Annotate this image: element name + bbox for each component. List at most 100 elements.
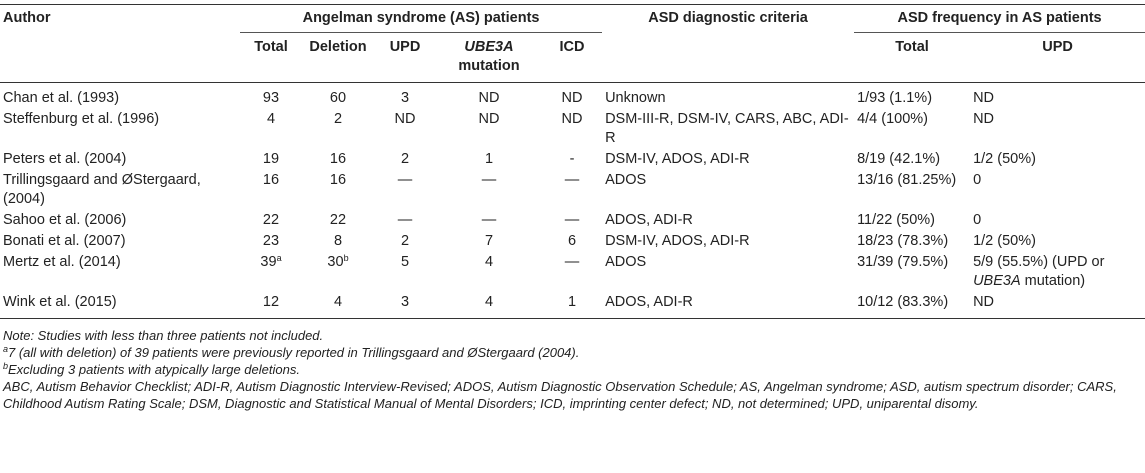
cell-upd: — [374, 210, 436, 231]
cell-criteria-text: ADOS [605, 172, 647, 188]
cell-author: Trillingsgaard and ØStergaard, (2004) [0, 170, 240, 210]
note-b-mark: b [3, 361, 9, 371]
table-row: Chan et al. (1993) 93 60 3 ND ND Unknown 1/93 (… [0, 83, 1145, 110]
cell-upd: 5 [374, 252, 436, 292]
cell-author: Sahoo et al. (2006) [0, 210, 240, 231]
cell-freq-total: 18/23 (78.3%) [854, 231, 970, 252]
cell-freq-upd: 1/2 (50%) [970, 149, 1145, 170]
cell-freq-upd-text: 0 [973, 212, 982, 228]
cell-freq-upd: ND [970, 292, 1145, 319]
cell-author: Steffenburg et al. (1996) [0, 109, 240, 149]
cell-icd: — [542, 252, 602, 292]
cell-icd-text: ND [561, 111, 583, 127]
cell-criteria-text: Unknown [605, 90, 666, 106]
cell-deletion: 22 [302, 210, 374, 231]
cell-icd-text: 6 [567, 233, 577, 249]
cell-freq-upd-text: ND [973, 294, 995, 310]
cell-criteria-text: DSM-IV, ADOS, ADI-R [605, 151, 750, 167]
cell-upd-text: 2 [400, 233, 410, 249]
table-header: Author Angelman syndrome (AS) patients A… [0, 4, 1145, 83]
cell-deletion: 2 [302, 109, 374, 149]
cell-ube3a-mutation-text: ND [478, 111, 500, 127]
cell-ube3a-mutation: 7 [436, 231, 542, 252]
cell-criteria: ADOS [602, 252, 854, 292]
cell-total: 16 [240, 170, 302, 210]
cell-criteria: DSM-IV, ADOS, ADI-R [602, 231, 854, 252]
cell-icd: 1 [542, 292, 602, 319]
header-freq-total: Total [895, 39, 929, 55]
cell-deletion-text: 16 [329, 151, 347, 167]
cell-ube3a-mutation-text: 7 [484, 233, 494, 249]
cell-ube3a-mutation-text: ND [478, 90, 500, 106]
cell-criteria-text: DSM-IV, ADOS, ADI-R [605, 233, 750, 249]
cell-upd: 3 [374, 292, 436, 319]
cell-icd: ND [542, 83, 602, 110]
footnote-mark: b [343, 253, 349, 263]
cell-freq-total-text: 11/22 (50%) [857, 212, 935, 228]
cell-freq-upd-text: 1/2 (50%) [973, 233, 1036, 249]
cell-freq-total-text: 4/4 (100%) [857, 111, 928, 127]
cell-author-text: Wink et al. (2015) [3, 294, 117, 310]
header-criteria: ASD diagnostic criteria [602, 4, 855, 33]
cell-author: Wink et al. (2015) [0, 292, 240, 319]
cell-author-text: Sahoo et al. (2006) [3, 212, 127, 228]
cell-author: Chan et al. (1993) [0, 83, 240, 110]
table-row: Mertz et al. (2014) 39a 30b 5 4— ADOS 31/39 (7… [0, 252, 1145, 292]
header-author: Author [0, 4, 240, 33]
table-row: Steffenburg et al. (1996) 4 2 ND ND ND DSM-III… [0, 109, 1145, 149]
cell-freq-upd-text: 1/2 (50%) [973, 151, 1036, 167]
cell-freq-total: 13/16 (81.25%) [854, 170, 970, 210]
cell-author: Bonati et al. (2007) [0, 231, 240, 252]
cell-total: 19 [240, 149, 302, 170]
cell-freq-total: 4/4 (100%) [854, 109, 970, 149]
cell-icd: — [542, 210, 602, 231]
cell-freq-upd-text: 5/9 (55.5%) (UPD or [973, 254, 1105, 270]
cell-ube3a-mutation: ND [436, 109, 542, 149]
cell-upd: — [374, 170, 436, 210]
cell-deletion-text: 4 [333, 294, 343, 310]
cell-deletion: 4 [302, 292, 374, 319]
cell-freq-upd: 1/2 (50%) [970, 231, 1145, 252]
cell-freq-total-text: 13/16 (81.25%) [857, 172, 957, 188]
cell-ube3a-mutation: ND [436, 83, 542, 110]
cell-author-text: Bonati et al. (2007) [3, 233, 126, 249]
cell-deletion: 16 [302, 170, 374, 210]
header-mutation-word: mutation [458, 58, 520, 74]
cell-total-text: 39 [260, 254, 277, 270]
cell-ube3a-mutation: 4 [436, 292, 542, 319]
cell-freq-upd: ND [970, 83, 1145, 110]
cell-total: 39a [240, 252, 302, 292]
table-container: Author Angelman syndrome (AS) patients A… [0, 4, 1145, 412]
cell-icd-text: 1 [567, 294, 577, 310]
cell-ube3a-mutation: — [436, 170, 542, 210]
cell-deletion: 8 [302, 231, 374, 252]
cell-ube3a-mutation-text: 4 [484, 294, 494, 310]
cell-total-text: 19 [262, 151, 280, 167]
cell-freq-upd: 0 [970, 170, 1145, 210]
cell-icd: 6 [542, 231, 602, 252]
cell-upd-text: 2 [400, 151, 410, 167]
cell-upd-text: 5 [400, 254, 410, 270]
note-b-text: Excluding 3 patients with atypically lar… [8, 362, 300, 377]
cell-criteria-text: DSM-III-R, DSM-IV, CARS, ABC, ADI-R [605, 111, 849, 146]
cell-total: 22 [240, 210, 302, 231]
header-icd: ICD [559, 39, 585, 55]
header-ube3a-mutation: UBE3A mutation [436, 33, 542, 83]
cell-freq-upd: 5/9 (55.5%) (UPD or UBE3A mutation) [970, 252, 1145, 292]
header-as-patients: Angelman syndrome (AS) patients [240, 4, 603, 33]
note-studies: Note: Studies with less than three patie… [3, 328, 324, 343]
asd-frequency-table: Author Angelman syndrome (AS) patients A… [0, 4, 1145, 319]
cell-icd-text: — [564, 254, 580, 270]
header-upd: UPD [389, 39, 421, 55]
table-row: Wink et al. (2015) 12 4 3 4 1 ADOS, ADI-R 10/12… [0, 292, 1145, 319]
cell-author-text: Peters et al. (2004) [3, 151, 127, 167]
cell-freq-upd-text: 0 [973, 172, 982, 188]
cell-total-text: 93 [262, 90, 280, 106]
cell-freq-total: 31/39 (79.5%) [854, 252, 970, 292]
cell-author: Mertz et al. (2014) [0, 252, 240, 292]
cell-total: 23 [240, 231, 302, 252]
cell-criteria-text: ADOS, ADI-R [605, 294, 693, 310]
cell-criteria: DSM-III-R, DSM-IV, CARS, ABC, ADI-R [602, 109, 854, 149]
cell-total: 12 [240, 292, 302, 319]
header-total: Total [254, 39, 288, 55]
